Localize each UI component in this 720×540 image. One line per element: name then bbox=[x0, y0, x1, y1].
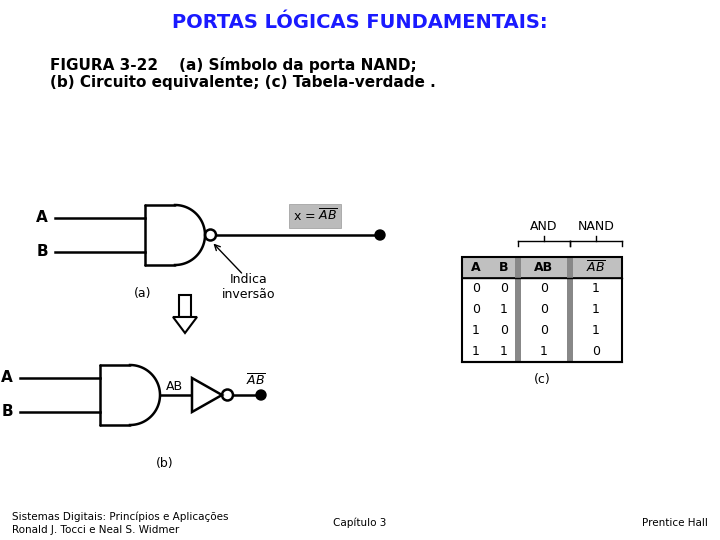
Text: Indica
inversão: Indica inversão bbox=[222, 273, 275, 301]
Text: 1: 1 bbox=[592, 282, 600, 295]
Text: AND: AND bbox=[530, 220, 558, 233]
Text: $\overline{AB}$: $\overline{AB}$ bbox=[586, 260, 606, 275]
Text: AB: AB bbox=[534, 261, 554, 274]
Text: 1: 1 bbox=[500, 303, 508, 316]
Bar bbox=[515, 257, 521, 278]
Circle shape bbox=[256, 390, 266, 400]
Bar bbox=[462, 278, 622, 299]
Text: B: B bbox=[37, 245, 48, 260]
Bar bbox=[567, 257, 573, 278]
Bar bbox=[567, 320, 573, 341]
Text: (b) Circuito equivalente; (c) Tabela-verdade .: (b) Circuito equivalente; (c) Tabela-ver… bbox=[50, 76, 436, 91]
Text: A: A bbox=[36, 211, 48, 226]
Text: 0: 0 bbox=[472, 303, 480, 316]
Text: (b): (b) bbox=[156, 456, 174, 469]
Text: Sistemas Digitais: Princípios e Aplicações: Sistemas Digitais: Princípios e Aplicaçõ… bbox=[12, 512, 228, 522]
Text: NAND: NAND bbox=[577, 220, 614, 233]
Text: $\overline{AB}$: $\overline{AB}$ bbox=[246, 373, 266, 389]
Text: A: A bbox=[471, 261, 481, 274]
Text: AB: AB bbox=[166, 380, 183, 393]
Text: 0: 0 bbox=[500, 324, 508, 337]
Text: 0: 0 bbox=[500, 282, 508, 295]
Bar bbox=[567, 278, 573, 299]
Bar bbox=[462, 257, 622, 278]
Text: x = $\overline{AB}$: x = $\overline{AB}$ bbox=[292, 208, 338, 224]
Text: 0: 0 bbox=[472, 282, 480, 295]
Text: 0: 0 bbox=[540, 282, 548, 295]
Polygon shape bbox=[192, 378, 222, 412]
Bar bbox=[462, 320, 622, 341]
Bar bbox=[462, 299, 622, 320]
Text: FIGURA 3-22    (a) Símbolo da porta NAND;: FIGURA 3-22 (a) Símbolo da porta NAND; bbox=[50, 57, 417, 73]
Bar bbox=[462, 257, 622, 362]
Text: PORTAS LÓGICAS FUNDAMENTAIS:: PORTAS LÓGICAS FUNDAMENTAIS: bbox=[172, 12, 548, 31]
Text: (a): (a) bbox=[134, 287, 152, 300]
Text: Capítulo 3: Capítulo 3 bbox=[333, 518, 387, 528]
Bar bbox=[179, 295, 191, 317]
Bar bbox=[515, 278, 521, 299]
Text: 0: 0 bbox=[592, 345, 600, 358]
Bar bbox=[515, 299, 521, 320]
Text: 0: 0 bbox=[540, 303, 548, 316]
Text: 1: 1 bbox=[592, 324, 600, 337]
Bar bbox=[567, 341, 573, 362]
Text: 1: 1 bbox=[500, 345, 508, 358]
Text: 1: 1 bbox=[472, 324, 480, 337]
Polygon shape bbox=[173, 317, 197, 333]
Text: (c): (c) bbox=[534, 374, 550, 387]
Text: 1: 1 bbox=[472, 345, 480, 358]
Text: Prentice Hall: Prentice Hall bbox=[642, 518, 708, 528]
Bar bbox=[462, 341, 622, 362]
Bar bbox=[567, 299, 573, 320]
Bar bbox=[515, 341, 521, 362]
Text: A: A bbox=[1, 370, 13, 386]
Circle shape bbox=[375, 230, 385, 240]
Text: B: B bbox=[499, 261, 509, 274]
Text: 1: 1 bbox=[592, 303, 600, 316]
Bar bbox=[515, 320, 521, 341]
Text: B: B bbox=[1, 404, 13, 420]
Text: 1: 1 bbox=[540, 345, 548, 358]
Text: Ronald J. Tocci e Neal S. Widmer: Ronald J. Tocci e Neal S. Widmer bbox=[12, 525, 179, 535]
Text: 0: 0 bbox=[540, 324, 548, 337]
